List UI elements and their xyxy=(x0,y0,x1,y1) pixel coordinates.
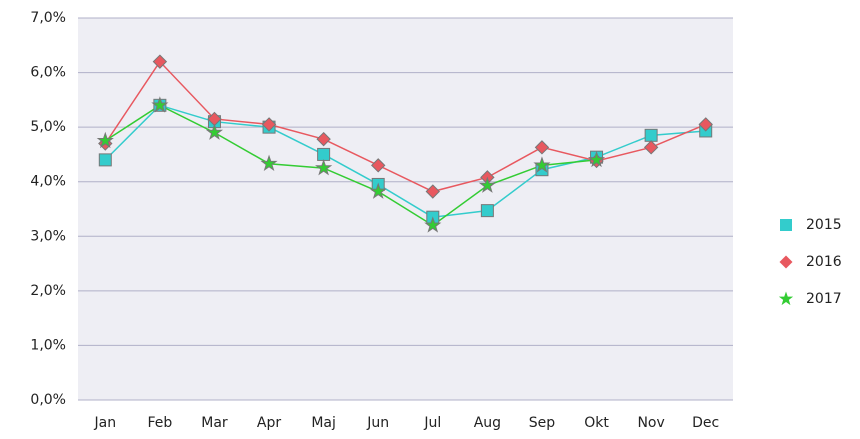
series-line xyxy=(104,60,706,193)
legend-marker xyxy=(780,219,792,231)
data-point xyxy=(98,153,112,167)
series-line xyxy=(104,104,597,227)
x-tick-label: Jan xyxy=(93,415,116,431)
y-tick-label: 7,0% xyxy=(30,10,66,26)
x-tick-label: Jul xyxy=(423,415,441,431)
y-tick-label: 5,0% xyxy=(30,119,66,135)
x-tick-label: Nov xyxy=(637,415,664,431)
y-tick-label: 1,0% xyxy=(30,337,66,353)
y-tick-label: 0,0% xyxy=(30,392,66,408)
data-point xyxy=(425,184,440,199)
data-point xyxy=(316,131,331,147)
x-tick-label: Apr xyxy=(257,415,281,431)
data-point xyxy=(261,117,277,132)
legend-label: 2016 xyxy=(806,254,842,270)
y-tick-label: 6,0% xyxy=(30,65,66,81)
x-tick-label: Jun xyxy=(366,415,389,431)
data-point xyxy=(424,216,442,233)
x-tick-label: Feb xyxy=(147,415,172,431)
legend-label: 2015 xyxy=(806,217,842,233)
x-tick-label: Mar xyxy=(201,415,228,431)
data-point xyxy=(369,182,387,199)
data-point xyxy=(205,123,224,140)
data-point xyxy=(96,131,114,149)
legend-label: 2017 xyxy=(806,291,842,307)
series-line xyxy=(104,104,706,218)
y-tick-label: 3,0% xyxy=(30,228,66,244)
data-point xyxy=(480,204,494,218)
legend-marker xyxy=(779,255,793,269)
legend-marker xyxy=(778,291,794,306)
x-tick-label: Aug xyxy=(474,415,501,431)
data-point xyxy=(371,158,386,173)
data-point xyxy=(643,140,659,155)
y-tick-label: 2,0% xyxy=(30,283,66,299)
data-point xyxy=(317,147,331,161)
x-tick-label: Okt xyxy=(584,415,609,431)
data-point xyxy=(698,117,713,132)
data-point xyxy=(315,159,333,176)
data-point xyxy=(587,150,606,168)
x-tick-label: Sep xyxy=(529,415,556,431)
y-tick-label: 4,0% xyxy=(30,174,66,190)
data-point xyxy=(534,140,550,155)
data-point xyxy=(644,128,658,142)
x-tick-label: Maj xyxy=(311,415,336,431)
data-point xyxy=(533,156,551,173)
data-point xyxy=(152,54,168,69)
data-point xyxy=(478,176,496,193)
data-point xyxy=(260,154,278,172)
data-point xyxy=(151,96,169,113)
x-tick-label: Dec xyxy=(692,415,719,431)
